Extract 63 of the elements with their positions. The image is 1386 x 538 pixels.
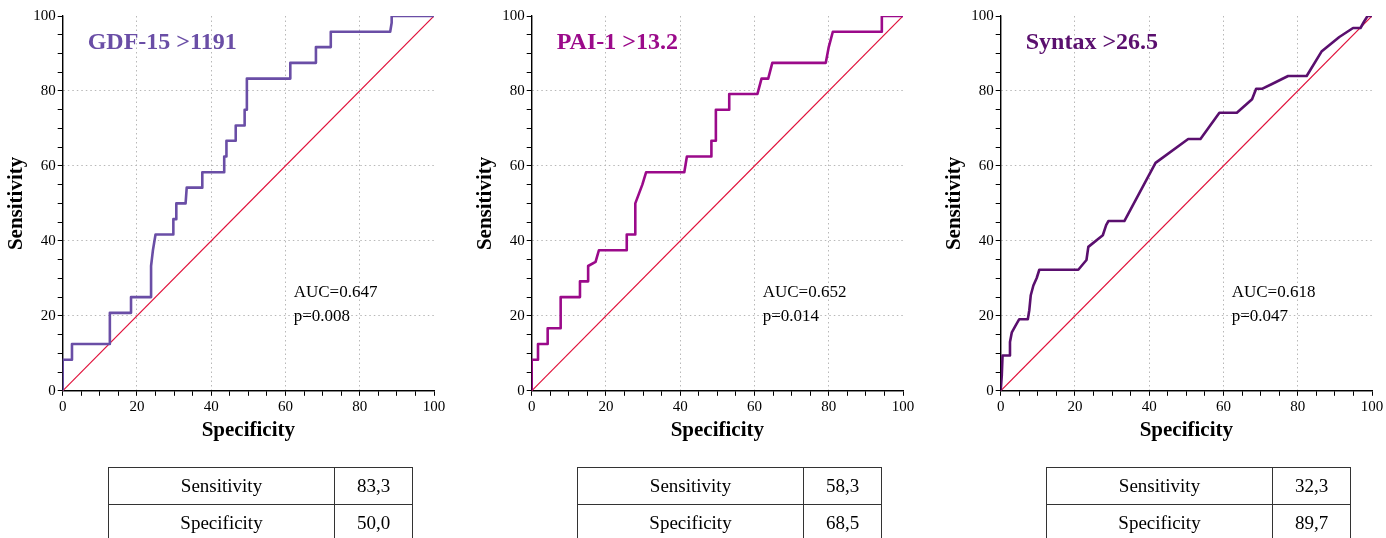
y-tick-label: 40 [509, 231, 525, 248]
x-tick-label: 0 [58, 397, 67, 414]
y-tick-label: 60 [978, 156, 994, 173]
text: 83,3 [334, 467, 413, 505]
x-tick-label: 0 [527, 397, 536, 414]
x-tick-label: 60 [1215, 397, 1231, 414]
text: 68,5 [803, 504, 882, 538]
annotation: AUC=0.652 [762, 282, 847, 302]
x-tick-label: 0 [996, 397, 1005, 414]
x-tick-label: 80 [1290, 397, 1306, 414]
y-axis-title: Sensitivity [472, 156, 497, 251]
text: 89,7 [1272, 504, 1351, 538]
text: Specificity [108, 504, 335, 538]
text: 50,0 [334, 504, 413, 538]
y-tick-label: 80 [40, 81, 56, 98]
x-tick-label: 20 [1067, 397, 1083, 414]
y-axis-title: Sensitivity [941, 156, 966, 251]
x-tick-label: 80 [821, 397, 837, 414]
y-tick-label: 0 [517, 381, 525, 398]
y-tick-label: 0 [48, 381, 56, 398]
y-tick-label: 80 [509, 81, 525, 98]
x-tick-label: 80 [352, 397, 368, 414]
x-tick-label: 20 [129, 397, 145, 414]
y-tick-label: 20 [978, 306, 994, 323]
x-axis-title: Specificity [201, 416, 296, 441]
y-tick-label: 20 [509, 306, 525, 323]
text: Sensitivity [108, 467, 335, 505]
x-tick-label: 60 [746, 397, 762, 414]
y-axis-title: Sensitivity [3, 156, 28, 251]
y-tick-label: 20 [40, 306, 56, 323]
x-tick-label: 20 [598, 397, 614, 414]
annotation: AUC=0.618 [1231, 282, 1316, 302]
x-axis-title: Specificity [670, 416, 765, 441]
y-tick-label: 60 [509, 156, 525, 173]
text: Sensitivity [577, 467, 804, 505]
x-tick-label: 100 [1360, 397, 1384, 414]
text: PAI-1 >13.2 [556, 28, 678, 55]
y-tick-label: 100 [971, 6, 994, 23]
text: GDF-15 >1191 [87, 28, 237, 55]
x-tick-label: 40 [203, 397, 219, 414]
y-tick-label: 60 [40, 156, 56, 173]
annotation: p=0.014 [762, 306, 820, 326]
y-tick-label: 100 [502, 6, 525, 23]
y-tick-label: 100 [33, 6, 56, 23]
x-tick-label: 60 [277, 397, 293, 414]
x-axis-title: Specificity [1139, 416, 1234, 441]
annotation: AUC=0.647 [293, 282, 378, 302]
y-tick-label: 0 [986, 381, 994, 398]
x-tick-label: 40 [1141, 397, 1157, 414]
text: Specificity [577, 504, 804, 538]
text: Sensitivity [1046, 467, 1273, 505]
annotation: p=0.047 [1231, 306, 1289, 326]
y-tick-label: 80 [978, 81, 994, 98]
y-tick-label: 40 [40, 231, 56, 248]
x-tick-label: 100 [422, 397, 446, 414]
text: Specificity [1046, 504, 1273, 538]
x-tick-label: 100 [891, 397, 915, 414]
text: 58,3 [803, 467, 882, 505]
annotation: p=0.008 [293, 306, 351, 326]
x-tick-label: 40 [672, 397, 688, 414]
text: Syntax >26.5 [1025, 28, 1159, 55]
text: 32,3 [1272, 467, 1351, 505]
y-tick-label: 40 [978, 231, 994, 248]
